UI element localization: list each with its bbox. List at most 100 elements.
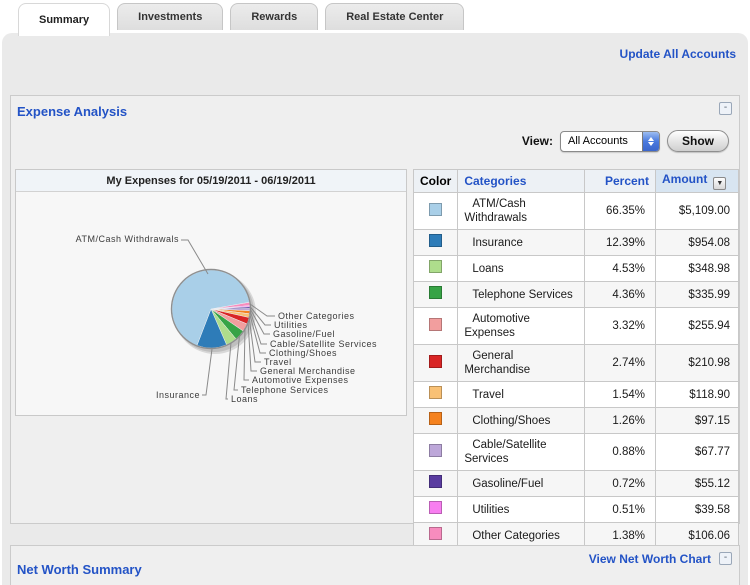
category-cell: Travel: [457, 381, 586, 408]
table-row: ATM/Cash Withdrawals 66.35% $5,109.00: [412, 192, 739, 230]
pie-label-cable: Cable/Satellite Services: [270, 339, 378, 349]
table-row: Utilities 0.51% $39.58: [412, 496, 739, 523]
amount-cell: $335.99: [655, 281, 739, 308]
category-cell: Other Categories: [457, 522, 586, 549]
update-all-accounts-link[interactable]: Update All Accounts: [619, 47, 736, 61]
expense-analysis-title: Expense Analysis: [17, 104, 128, 119]
expense-table: Color Categories Percent Amount ▼ ATM/Cas…: [412, 169, 739, 572]
show-button[interactable]: Show: [667, 130, 729, 152]
table-row: Automotive Expenses 3.32% $255.94: [412, 307, 739, 345]
tab-rewards[interactable]: Rewards: [230, 3, 319, 30]
percent-cell: 0.51%: [584, 496, 656, 523]
color-cell: [412, 496, 459, 523]
pie-slices: [171, 269, 251, 349]
amount-cell: $255.94: [655, 307, 739, 345]
tab-summary[interactable]: Summary: [18, 3, 111, 36]
table-row: Cable/Satellite Services 0.88% $67.77: [412, 433, 739, 471]
color-cell: [412, 281, 459, 308]
category-cell: Utilities: [457, 496, 586, 523]
color-swatch: [429, 501, 443, 514]
amount-cell: $106.06: [655, 522, 739, 549]
percent-cell: 1.26%: [584, 407, 656, 434]
expense-chart-panel: My Expenses for 05/19/2011 - 06/19/2011: [15, 169, 407, 416]
table-row: Insurance 12.39% $954.08: [412, 229, 739, 256]
pie-label-travel: Travel: [264, 357, 292, 367]
pie-label-telephone: Telephone Services: [241, 385, 329, 395]
tab-bar: Summary Investments Rewards Real Estate …: [18, 3, 465, 36]
color-cell: [412, 470, 459, 497]
view-net-worth-chart-link[interactable]: View Net Worth Chart: [588, 552, 711, 566]
color-swatch: [429, 443, 443, 457]
column-header-percent[interactable]: Percent: [584, 169, 656, 193]
pie-label-insurance: Insurance: [155, 390, 200, 400]
pie-label-clothing: Clothing/Shoes: [269, 348, 338, 358]
percent-cell: 12.39%: [584, 229, 656, 256]
pie-leader-lines: [181, 239, 275, 400]
net-worth-section: Net Worth Summary View Net Worth Chart -: [10, 545, 740, 585]
view-label: View:: [521, 134, 553, 148]
table-row: General Merchandise 2.74% $210.98: [412, 344, 739, 382]
category-cell: Cable/Satellite Services: [457, 433, 586, 471]
dropdown-stepper-icon: [642, 131, 659, 151]
color-swatch: [429, 412, 443, 425]
color-swatch: [429, 202, 443, 216]
color-cell: [412, 255, 459, 282]
color-cell: [412, 407, 459, 434]
table-row: Travel 1.54% $118.90: [412, 381, 739, 408]
accounts-dropdown[interactable]: All Accounts: [560, 130, 660, 152]
tab-real-estate-center[interactable]: Real Estate Center: [325, 3, 465, 30]
category-cell: Clothing/Shoes: [457, 407, 586, 434]
pie-svg: [170, 239, 275, 400]
collapse-expense-button[interactable]: -: [719, 102, 732, 115]
category-cell: Insurance: [457, 229, 586, 256]
tab-investments[interactable]: Investments: [117, 3, 224, 30]
percent-cell: 0.88%: [584, 433, 656, 471]
color-cell: [412, 381, 459, 408]
column-header-amount[interactable]: Amount ▼: [655, 169, 739, 193]
expense-analysis-section: Expense Analysis - View: All Accounts Sh…: [10, 95, 740, 572]
category-cell: Loans: [457, 255, 586, 282]
tab-summary-label: Summary: [39, 14, 90, 26]
chart-title: My Expenses for 05/19/2011 - 06/19/2011: [16, 170, 406, 192]
color-cell: [412, 229, 459, 256]
color-cell: [412, 522, 459, 549]
pie-label-general-merchandise: General Merchandise: [260, 366, 356, 376]
color-swatch: [429, 386, 443, 399]
color-swatch: [429, 234, 443, 247]
color-swatch: [429, 527, 443, 540]
percent-cell: 1.38%: [584, 522, 656, 549]
amount-cell: $39.58: [655, 496, 739, 523]
table-row: Other Categories 1.38% $106.06: [412, 522, 739, 549]
color-cell: [412, 307, 459, 345]
percent-cell: 1.54%: [584, 381, 656, 408]
amount-cell: $118.90: [655, 381, 739, 408]
percent-cell: 4.36%: [584, 281, 656, 308]
amount-cell: $210.98: [655, 344, 739, 382]
table-row: Clothing/Shoes 1.26% $97.15: [412, 407, 739, 434]
accounts-dropdown-value: All Accounts: [568, 135, 628, 147]
color-cell: [412, 344, 459, 382]
column-header-color: Color: [412, 169, 459, 193]
amount-cell: $348.98: [655, 255, 739, 282]
color-cell: [412, 192, 459, 230]
pie-label-automotive: Automotive Expenses: [252, 375, 349, 385]
color-swatch: [429, 260, 443, 273]
pie-label-utilities: Utilities: [274, 320, 308, 330]
pie-label-gasoline: Gasoline/Fuel: [273, 329, 336, 339]
expense-table-body: ATM/Cash Withdrawals 66.35% $5,109.00 Insur…: [412, 192, 739, 549]
collapse-net-worth-button[interactable]: -: [719, 552, 732, 565]
amount-sort-dropdown-icon[interactable]: ▼: [713, 177, 727, 190]
category-cell: General Merchandise: [457, 344, 586, 382]
category-cell: ATM/Cash Withdrawals: [457, 192, 586, 230]
color-swatch: [429, 286, 443, 299]
color-cell: [412, 433, 459, 471]
table-row: Gasoline/Fuel 0.72% $55.12: [412, 470, 739, 497]
column-header-categories[interactable]: Categories: [457, 169, 586, 193]
amount-cell: $55.12: [655, 470, 739, 497]
tab-real-estate-center-label: Real Estate Center: [346, 11, 444, 23]
tab-investments-label: Investments: [138, 11, 203, 23]
percent-cell: 0.72%: [584, 470, 656, 497]
pie-label-loans: Loans: [231, 394, 259, 404]
amount-cell: $97.15: [655, 407, 739, 434]
net-worth-title: Net Worth Summary: [17, 562, 142, 577]
